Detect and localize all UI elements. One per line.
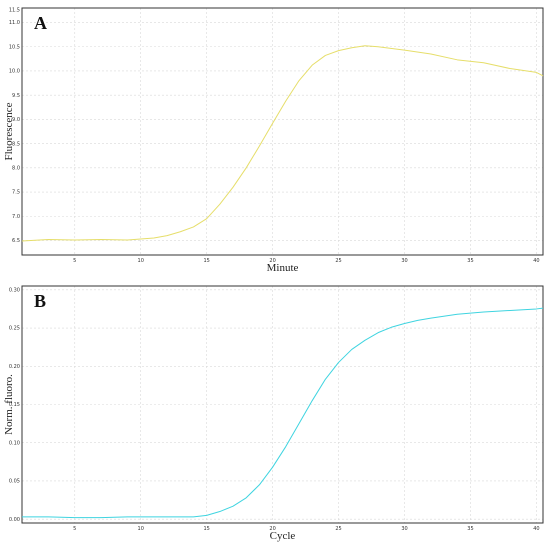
x-tick-label: 40 [533, 258, 539, 264]
x-tick-label: 10 [138, 526, 144, 532]
x-tick-labels-a: 5 10 15 20 25 30 35 40 [73, 258, 539, 264]
panel-label-a: A [34, 13, 47, 33]
y-tick-label: 0.10 [9, 440, 20, 446]
x-axis-label-a: Minute [267, 262, 299, 274]
x-tick-label: 40 [533, 526, 539, 532]
plot-area-b [21, 285, 544, 524]
y-tick-label: 11.5 [9, 8, 20, 14]
plot-area-a [21, 7, 544, 256]
chart-panel-a: 5 10 15 20 25 30 35 40 6.5 7.0 7.5 8.0 8.5 9.0 9.5 10.… [3, 7, 544, 274]
x-tick-label: 25 [335, 526, 341, 532]
grid-lines-b [22, 286, 543, 523]
x-tick-label: 20 [269, 258, 275, 264]
y-tick-label: 11.0 [9, 20, 20, 26]
chart-panel-b: 5 10 15 20 25 30 35 40 0.00 0.05 0.10 0.15 0.20 0.25… [3, 285, 544, 542]
y-tick-label: 0.05 [9, 479, 20, 485]
y-axis-label-a: Fluorescence [3, 102, 15, 160]
panel-label-b: B [34, 291, 46, 311]
x-tick-label: 10 [138, 258, 144, 264]
x-axis-label-b: Cycle [270, 530, 296, 542]
y-tick-label: 9.0 [12, 117, 20, 123]
y-tick-label: 0.30 [9, 288, 20, 294]
x-tick-labels-b: 5 10 15 20 25 30 35 40 [73, 526, 539, 532]
y-tick-label: 0.00 [9, 517, 20, 523]
x-tick-label: 5 [73, 258, 76, 264]
y-tick-label: 9.5 [12, 93, 20, 99]
grid-lines-a [22, 8, 543, 255]
x-tick-label: 35 [467, 526, 473, 532]
x-tick-label: 15 [203, 258, 209, 264]
y-tick-label: 8.0 [12, 166, 20, 172]
y-tick-label: 7.0 [12, 214, 20, 220]
series-line-a [21, 45, 544, 242]
x-tick-label: 35 [467, 258, 473, 264]
y-tick-label: 0.20 [9, 364, 20, 370]
x-tick-label: 20 [269, 526, 275, 532]
y-axis-label-b: Norm. fluoro. [3, 374, 15, 435]
y-tick-label: 0.25 [9, 326, 20, 332]
y-tick-label: 0.15 [9, 402, 20, 408]
y-tick-label: 10.0 [9, 69, 20, 75]
x-tick-label: 15 [203, 526, 209, 532]
y-tick-labels-b: 0.00 0.05 0.10 0.15 0.20 0.25 0.30 [9, 288, 20, 523]
y-tick-label: 10.5 [9, 44, 20, 50]
x-tick-label: 5 [73, 526, 76, 532]
y-tick-labels-a: 6.5 7.0 7.5 8.0 8.5 9.0 9.5 10.0 10.5 11.0 11.5 [9, 8, 20, 244]
series-line-b [22, 307, 544, 519]
y-tick-label: 6.5 [12, 238, 20, 244]
x-tick-label: 30 [401, 526, 407, 532]
x-tick-label: 25 [335, 258, 341, 264]
y-tick-label: 7.5 [12, 190, 20, 196]
x-tick-label: 30 [401, 258, 407, 264]
y-tick-label: 8.5 [12, 141, 20, 147]
